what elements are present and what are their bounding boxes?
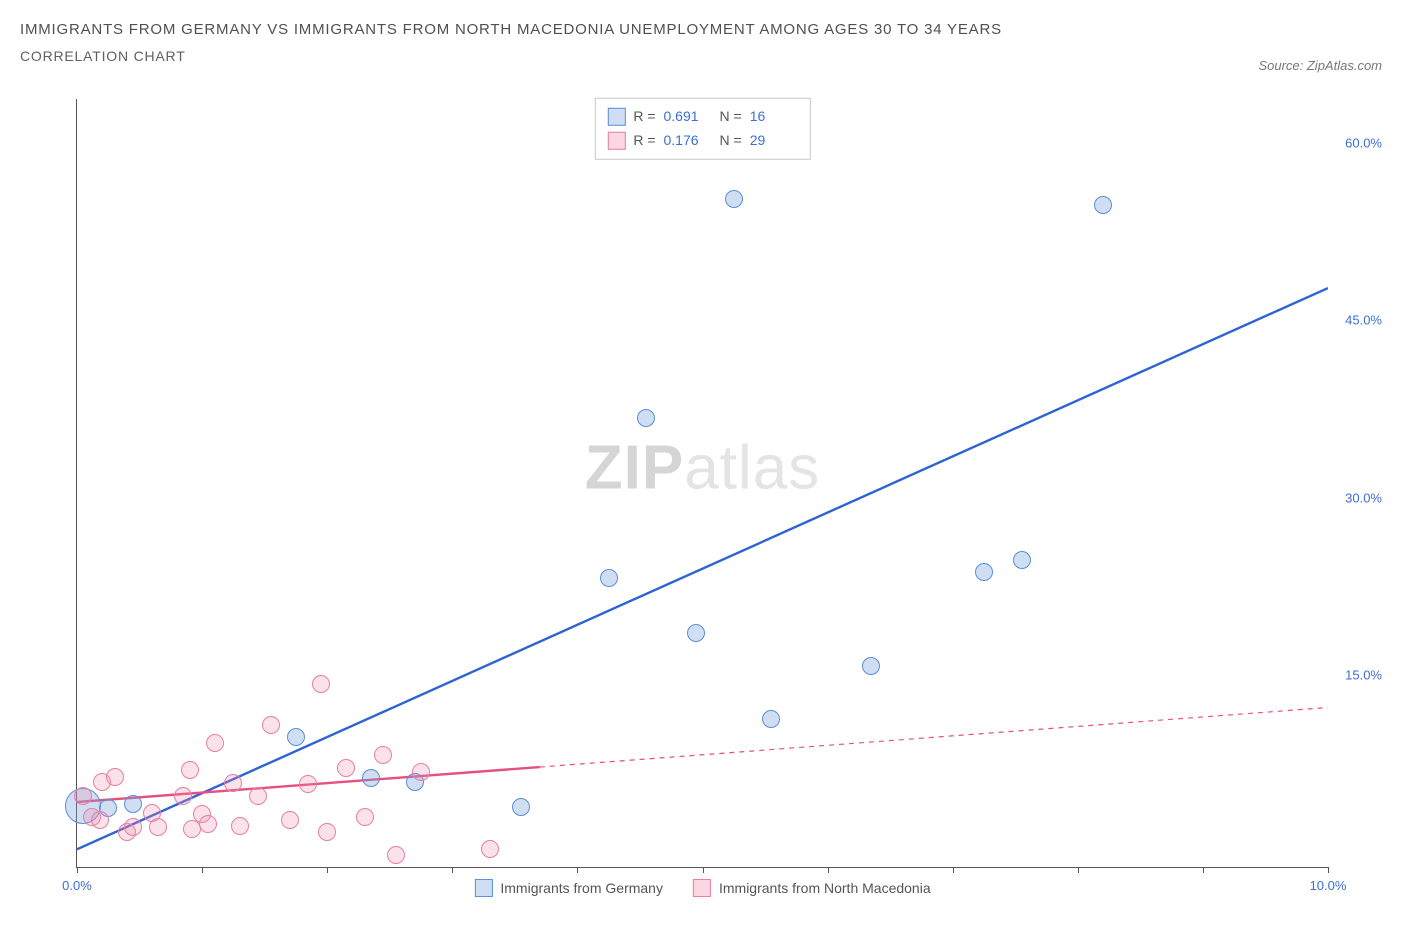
data-point (356, 808, 374, 826)
x-tick-mark (77, 867, 78, 873)
series-legend-item: Immigrants from North Macedonia (693, 879, 931, 897)
data-point (149, 818, 167, 836)
x-tick-mark (953, 867, 954, 873)
data-point (199, 815, 217, 833)
legend-swatch (607, 108, 625, 126)
source-attribution: Source: ZipAtlas.com (1258, 58, 1382, 73)
x-tick-mark (703, 867, 704, 873)
data-point (124, 818, 142, 836)
y-tick-label: 60.0% (1345, 136, 1382, 151)
legend-swatch (693, 879, 711, 897)
data-point (74, 787, 92, 805)
data-point (374, 746, 392, 764)
data-point (762, 710, 780, 728)
x-tick-mark (1078, 867, 1079, 873)
x-tick-label: 0.0% (62, 878, 92, 893)
chart-subtitle: CORRELATION CHART (20, 48, 1386, 64)
series-legend: Immigrants from Germany Immigrants from N… (474, 879, 930, 897)
data-point (262, 716, 280, 734)
legend-swatch (607, 131, 625, 149)
data-point (481, 840, 499, 858)
data-point (231, 817, 249, 835)
x-tick-mark (452, 867, 453, 873)
data-point (174, 787, 192, 805)
chart-title: IMMIGRANTS FROM GERMANY VS IMMIGRANTS FR… (20, 18, 1386, 42)
data-point (600, 569, 618, 587)
x-tick-mark (577, 867, 578, 873)
x-tick-mark (828, 867, 829, 873)
stats-legend: R =0.691N =16R =0.176N =29 (594, 98, 810, 160)
legend-swatch (474, 879, 492, 897)
data-point (249, 787, 267, 805)
chart-container: Unemployment Among Ages 30 to 34 years Z… (20, 95, 1386, 902)
stats-legend-row: R =0.176N =29 (607, 129, 797, 153)
data-point (362, 769, 380, 787)
data-point (206, 734, 224, 752)
data-point (281, 811, 299, 829)
data-point (387, 846, 405, 864)
data-point (975, 563, 993, 581)
data-point (318, 823, 336, 841)
y-tick-label: 30.0% (1345, 490, 1382, 505)
data-point (224, 774, 242, 792)
y-tick-label: 15.0% (1345, 667, 1382, 682)
data-point (687, 624, 705, 642)
data-point (181, 761, 199, 779)
x-tick-mark (1328, 867, 1329, 873)
data-point (512, 798, 530, 816)
x-tick-mark (327, 867, 328, 873)
trend-lines (77, 99, 1328, 867)
data-point (337, 759, 355, 777)
data-point (862, 657, 880, 675)
stats-legend-row: R =0.691N =16 (607, 105, 797, 129)
data-point (124, 795, 142, 813)
y-tick-label: 45.0% (1345, 313, 1382, 328)
x-tick-label: 10.0% (1310, 878, 1347, 893)
data-point (1094, 196, 1112, 214)
data-point (299, 775, 317, 793)
data-point (1013, 551, 1031, 569)
data-point (91, 811, 109, 829)
plot-area: ZIPatlas R =0.691N =16R =0.176N =29 Immi… (76, 99, 1328, 868)
data-point (637, 409, 655, 427)
data-point (287, 728, 305, 746)
data-point (725, 190, 743, 208)
data-point (106, 768, 124, 786)
x-tick-mark (1203, 867, 1204, 873)
x-tick-mark (202, 867, 203, 873)
series-legend-item: Immigrants from Germany (474, 879, 663, 897)
data-point (312, 675, 330, 693)
watermark: ZIPatlas (585, 432, 820, 503)
data-point (412, 763, 430, 781)
